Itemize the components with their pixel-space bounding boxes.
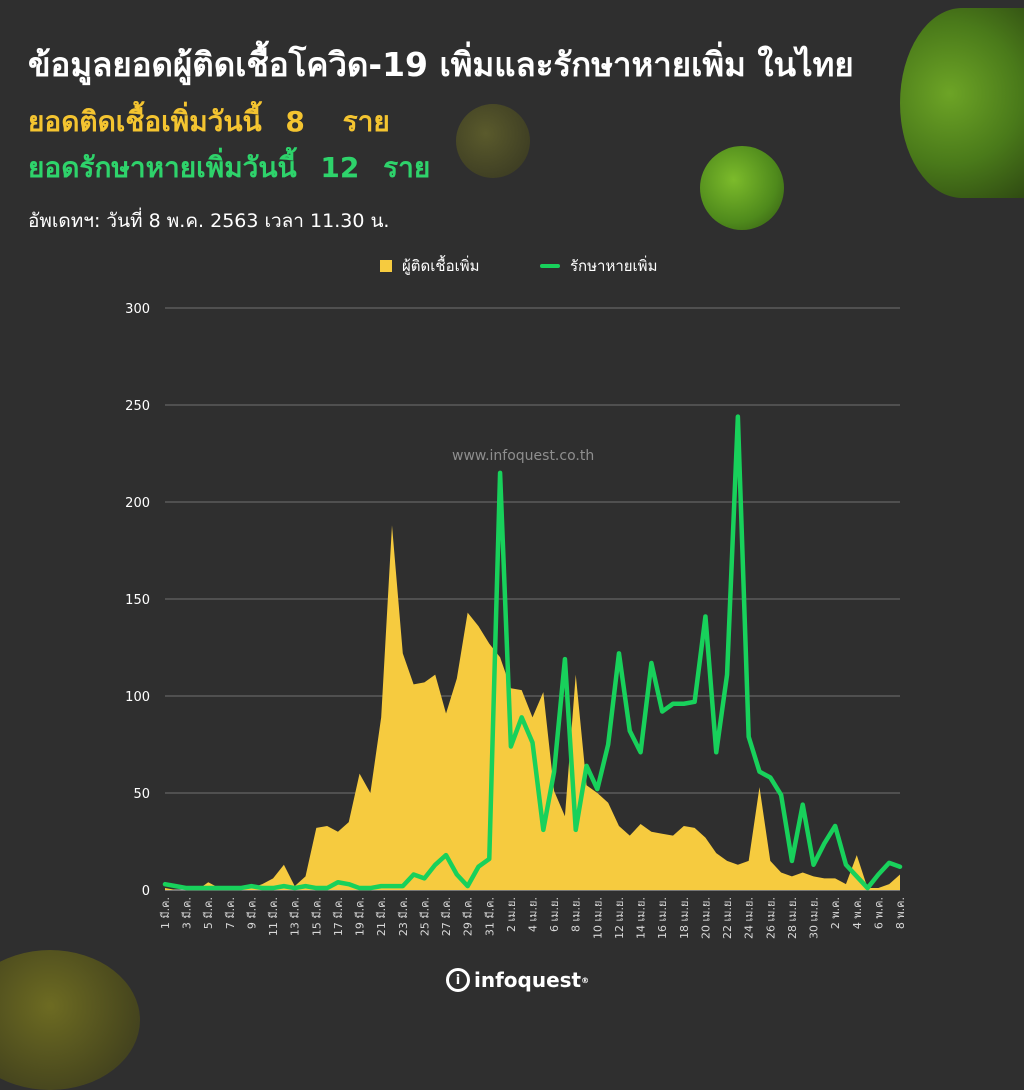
legend-item-recovered: รักษาหายเพิ่ม (540, 254, 657, 278)
x-tick-label: 8 เม.ย. (570, 897, 583, 932)
x-tick-label: 6 เม.ย. (548, 897, 561, 932)
virus-icon (700, 146, 784, 230)
x-tick-label: 9 มี.ค. (245, 897, 258, 929)
legend-label-recovered: รักษาหายเพิ่ม (570, 257, 658, 275)
x-tick-label: 11 มี.ค. (267, 897, 280, 936)
x-tick-label: 3 มี.ค. (181, 897, 194, 929)
y-tick-label: 300 (125, 302, 150, 317)
x-tick-label: 6 พ.ค. (872, 897, 885, 929)
x-tick-label: 25 มี.ค. (418, 897, 431, 936)
new-cases-unit: ราย (342, 105, 390, 138)
x-tick-label: 20 เม.ย. (699, 897, 712, 939)
x-tick-label: 2 เม.ย. (505, 897, 518, 932)
watermark: www.infoquest.co.th (452, 448, 595, 464)
new-cases-line: ยอดติดเชื้อเพิ่มวันนี้ 8 ราย (28, 100, 390, 144)
x-tick-label: 8 พ.ค. (894, 897, 907, 929)
x-tick-label: 4 เม.ย. (527, 897, 540, 932)
x-tick-label: 16 เม.ย. (656, 897, 669, 939)
x-tick-label: 30 เม.ย. (808, 897, 821, 939)
recovered-line (162, 414, 903, 891)
y-tick-label: 0 (142, 884, 150, 899)
y-tick-label: 250 (125, 399, 150, 414)
recovered-value: 12 (320, 151, 360, 184)
recovered-unit: ราย (383, 151, 431, 184)
y-tick-label: 150 (125, 593, 150, 608)
recovered-label: ยอดรักษาหายเพิ่มวันนี้ (28, 151, 297, 184)
x-tick-label: 29 มี.ค. (462, 897, 475, 936)
x-tick-label: 15 มี.ค. (310, 897, 323, 936)
x-tick-label: 28 เม.ย. (786, 897, 799, 939)
legend-swatch-recovered (540, 264, 560, 268)
x-tick-label: 2 พ.ค. (829, 897, 842, 929)
logo-badge: i (446, 968, 470, 992)
new-cases-value: 8 (285, 105, 305, 138)
x-tick-label: 21 มี.ค. (375, 897, 388, 936)
virus-icon (900, 8, 1024, 198)
chart: 0 50 100 150 200 250 300 1 มี.ค. 3 มี.ค. 5 มี.ค.… (125, 302, 907, 939)
y-tick-label: 50 (133, 787, 150, 802)
x-tick-label: 1 มี.ค. (159, 897, 172, 929)
x-tick-label: 23 มี.ค. (397, 897, 410, 936)
legend-swatch-cases (380, 260, 392, 272)
x-tick-label: 24 เม.ย. (743, 897, 756, 939)
x-tick-label: 19 มี.ค. (354, 897, 367, 936)
legend-label-cases: ผู้ติดเชื้อเพิ่ม (402, 257, 480, 275)
legend-item-cases: ผู้ติดเชื้อเพิ่ม (380, 254, 480, 278)
x-tick-label: 13 มี.ค. (289, 897, 302, 936)
y-tick-label: 200 (125, 496, 150, 511)
x-tick-label: 10 เม.ย. (591, 897, 604, 939)
x-tick-label: 17 มี.ค. (332, 897, 345, 936)
page-title: ข้อมูลยอดผู้ติดเชื้อโควิด-19 เพิ่มและรัก… (28, 45, 854, 84)
logo-mark: ® (581, 975, 590, 985)
x-tick-label: 22 เม.ย. (721, 897, 734, 939)
virus-icon (456, 104, 530, 178)
y-tick-label: 100 (125, 690, 150, 705)
infoquest-logo: i infoquest ® (446, 968, 589, 992)
update-timestamp: อัพเดทฯ: วันที่ 8 พ.ค. 2563 เวลา 11.30 น… (28, 210, 390, 232)
x-tick-label: 14 เม.ย. (635, 897, 648, 939)
cases-area (165, 525, 900, 890)
x-tick-label: 27 มี.ค. (440, 897, 453, 936)
x-tick-label: 12 เม.ย. (613, 897, 626, 939)
new-cases-label: ยอดติดเชื้อเพิ่มวันนี้ (28, 105, 262, 138)
x-tick-label: 4 พ.ค. (851, 897, 864, 929)
x-tick-label: 5 มี.ค. (202, 897, 215, 929)
x-tick-label: 7 มี.ค. (224, 897, 237, 929)
recovered-line: ยอดรักษาหายเพิ่มวันนี้ 12 ราย (28, 146, 430, 190)
chart-legend: ผู้ติดเชื้อเพิ่ม รักษาหายเพิ่ม (0, 254, 1024, 278)
logo-text: infoquest (474, 968, 582, 992)
x-tick-label: 26 เม.ย. (764, 897, 777, 939)
x-tick-label: 18 เม.ย. (678, 897, 691, 939)
x-tick-label: 31 มี.ค. (483, 897, 496, 936)
